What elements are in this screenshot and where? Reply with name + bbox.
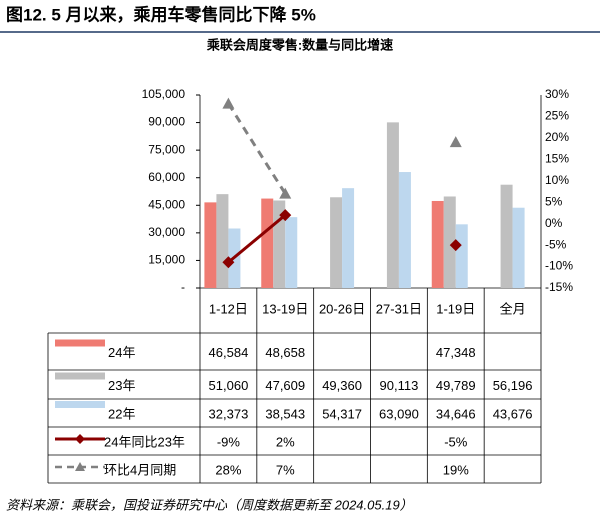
y-tick-label: - bbox=[181, 280, 185, 294]
marker bbox=[279, 209, 292, 222]
marker bbox=[449, 239, 462, 252]
cell-value: 54,317 bbox=[322, 406, 362, 421]
cell-value: 49,360 bbox=[322, 378, 362, 393]
x-tick-label: 27-31日 bbox=[376, 301, 422, 316]
marker bbox=[222, 97, 235, 109]
cell-value: 2% bbox=[276, 434, 295, 449]
marker bbox=[222, 256, 235, 269]
cell-value: 56,196 bbox=[493, 378, 533, 393]
cell-value: 48,658 bbox=[265, 345, 305, 360]
y2-tick-label: 15% bbox=[545, 152, 569, 166]
legend-label: 24年同比23年 bbox=[104, 434, 185, 449]
cell-value: 34,646 bbox=[436, 406, 476, 421]
y-tick-label: 105,000 bbox=[142, 87, 186, 101]
bar bbox=[500, 184, 513, 288]
bar bbox=[386, 122, 399, 288]
cell-value: 51,060 bbox=[209, 378, 249, 393]
x-tick-label: 1-19日 bbox=[436, 301, 475, 316]
source: 资料来源：乘联会，国投证券研究中心（周度数据更新至 2024.05.19） bbox=[6, 497, 413, 512]
y2-tick-label: -10% bbox=[545, 259, 573, 273]
y2-tick-label: 5% bbox=[545, 194, 563, 208]
bar bbox=[261, 198, 274, 288]
y-tick-label: 60,000 bbox=[148, 170, 185, 184]
legend-marker bbox=[75, 462, 85, 471]
cell-value: 32,373 bbox=[209, 406, 249, 421]
y2-tick-label: 0% bbox=[545, 216, 563, 230]
legend-label: 23年 bbox=[108, 378, 135, 393]
legend-swatch bbox=[55, 372, 105, 380]
marker bbox=[449, 136, 462, 148]
cell-value: 47,609 bbox=[265, 378, 305, 393]
y-tick-label: 15,000 bbox=[148, 253, 185, 267]
x-tick-label: 1-12日 bbox=[209, 301, 248, 316]
y-tick-label: 90,000 bbox=[148, 115, 185, 129]
cell-value: 47,348 bbox=[436, 345, 476, 360]
y2-tick-label: 30% bbox=[545, 87, 569, 101]
bar bbox=[512, 207, 525, 288]
cell-value: 63,090 bbox=[379, 406, 419, 421]
bar bbox=[285, 217, 298, 288]
legend-marker bbox=[75, 434, 85, 444]
cell-value: 43,676 bbox=[493, 406, 533, 421]
cell-value: 46,584 bbox=[209, 345, 249, 360]
cell-value: -9% bbox=[217, 434, 241, 449]
y-tick-label: 45,000 bbox=[148, 197, 185, 211]
cell-value: -5% bbox=[444, 434, 468, 449]
bar bbox=[204, 202, 217, 288]
y2-tick-label: 10% bbox=[545, 173, 569, 187]
bar bbox=[330, 197, 343, 288]
x-tick-label: 13-19日 bbox=[262, 301, 308, 316]
cell-value: 7% bbox=[276, 462, 295, 477]
cell-value: 49,789 bbox=[436, 378, 476, 393]
y2-tick-label: -5% bbox=[545, 237, 567, 251]
legend-swatch bbox=[55, 339, 105, 347]
y2-tick-label: -15% bbox=[545, 280, 573, 294]
y-tick-label: 75,000 bbox=[148, 142, 185, 156]
marker bbox=[279, 187, 292, 199]
cell-value: 28% bbox=[215, 462, 241, 477]
bar bbox=[342, 188, 355, 288]
bar bbox=[431, 200, 444, 288]
bar bbox=[443, 196, 456, 288]
x-tick-label: 全月 bbox=[500, 301, 526, 316]
legend-label: 22年 bbox=[108, 406, 135, 421]
chart-title: 图12. 5 月以来，乘用车零售同比下降 5% bbox=[6, 4, 316, 24]
cell-value: 90,113 bbox=[380, 378, 419, 393]
bar bbox=[455, 224, 468, 288]
cell-value: 38,543 bbox=[265, 406, 305, 421]
x-tick-label: 20-26日 bbox=[319, 301, 365, 316]
legend-label: 24年 bbox=[108, 345, 135, 360]
legend-label: 环比4月同期 bbox=[104, 462, 176, 477]
legend-swatch bbox=[55, 401, 105, 408]
bar bbox=[398, 172, 411, 288]
line bbox=[228, 104, 455, 194]
cell-value: 19% bbox=[443, 462, 469, 477]
bar bbox=[273, 200, 286, 288]
y-tick-label: 30,000 bbox=[148, 225, 185, 239]
bar bbox=[216, 194, 229, 288]
y2-tick-label: 20% bbox=[545, 130, 569, 144]
chart-subtitle: 乘联会周度零售:数量与同比增速 bbox=[206, 37, 393, 52]
y2-tick-label: 25% bbox=[545, 109, 569, 123]
bar bbox=[228, 228, 241, 288]
